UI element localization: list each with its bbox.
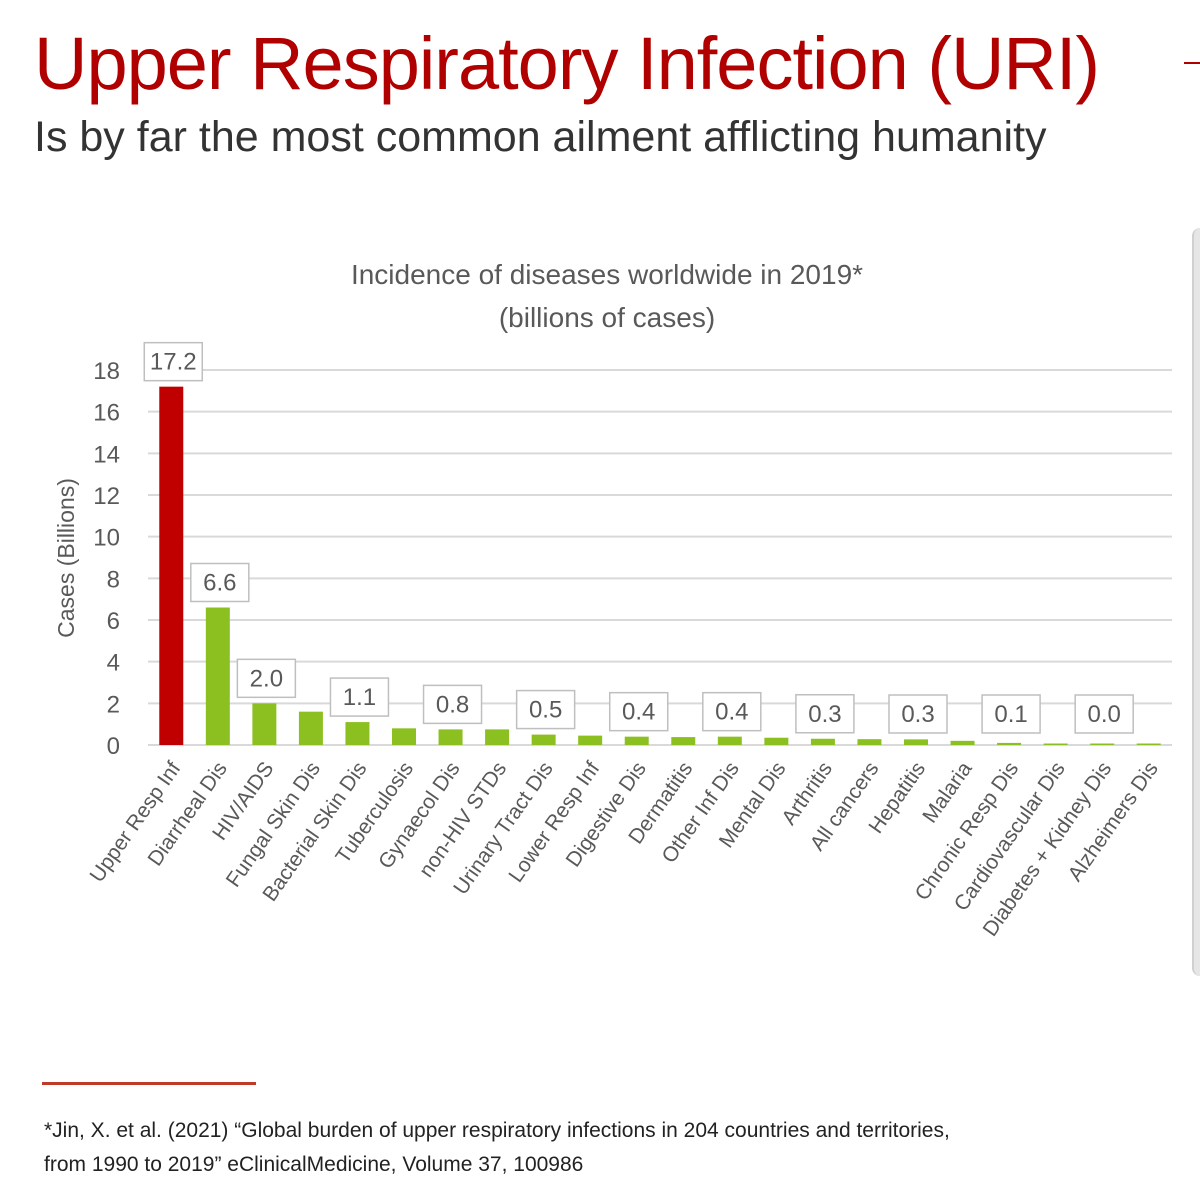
bar-2: [252, 703, 277, 745]
bar-20: [1090, 743, 1115, 745]
chart-title: Incidence of diseases worldwide in 2019*: [351, 259, 863, 290]
bar-18: [997, 742, 1022, 745]
data-label-box: [143, 341, 204, 382]
data-label: 6.6: [190, 562, 250, 603]
data-label: 0.0: [1074, 694, 1134, 734]
data-label-text: 1.1: [343, 684, 376, 711]
data-label-box: [795, 694, 855, 734]
bar-0: [159, 386, 184, 745]
slide-title: Upper Respiratory Infection (URI): [34, 22, 1100, 105]
bar-8: [531, 734, 556, 745]
data-label: 17.2: [143, 341, 204, 382]
footnote-rule: [42, 1082, 256, 1085]
data-label-text: 0.5: [529, 697, 562, 724]
footnote-line-1: *Jin, X. et al. (2021) “Global burden of…: [44, 1119, 950, 1142]
data-label-text: 6.6: [203, 570, 236, 597]
bar-15: [857, 739, 882, 745]
slide-subtitle: Is by far the most common ailment afflic…: [34, 113, 1047, 161]
data-label: 0.1: [981, 694, 1041, 734]
y-tick-label: 2: [107, 691, 120, 718]
y-tick-label: 8: [107, 566, 120, 593]
bars: [159, 386, 1161, 745]
bar-14: [810, 738, 835, 745]
data-label: 2.0: [236, 658, 297, 699]
data-label-text: 0.0: [1087, 701, 1120, 728]
data-label-box: [1074, 694, 1134, 734]
bar-11: [671, 737, 696, 745]
data-label-box: [981, 694, 1041, 734]
data-label: 0.3: [795, 694, 855, 734]
footnote-line-2: from 1990 to 2019” eClinicalMedicine, Vo…: [44, 1153, 584, 1176]
data-label-text: 2.0: [250, 665, 283, 692]
y-tick-label: 4: [107, 650, 120, 677]
data-label-box: [515, 689, 576, 730]
y-tick-label: 16: [93, 400, 120, 427]
data-label: 1.1: [329, 677, 390, 717]
side-panel-edge: [1192, 228, 1200, 976]
y-tick-label: 14: [93, 441, 120, 468]
data-label: 0.5: [515, 689, 576, 730]
bar-16: [904, 739, 928, 745]
bar-9: [578, 735, 603, 745]
bar-4: [345, 722, 370, 745]
data-label-text: 0.8: [436, 691, 469, 718]
bar-17: [950, 740, 975, 745]
data-labels: 17.2 6.6 2.0 1.1 0.8 0.5 0.4 0.4 0.3 0.3 0.1 0.0: [143, 341, 1134, 734]
bar-21: [1136, 743, 1161, 745]
bar-13: [764, 737, 789, 745]
data-label-text: 17.2: [150, 349, 197, 376]
bar-chart: Incidence of diseases worldwide in 2019*…: [53, 259, 1172, 941]
bar-10: [624, 736, 649, 745]
bar-1: [205, 607, 230, 745]
bar-12: [717, 736, 742, 745]
data-label-text: 0.4: [715, 699, 748, 726]
y-tick-label: 10: [93, 525, 120, 552]
data-label-box: [608, 691, 669, 732]
data-label-box: [422, 684, 483, 725]
bar-3: [298, 711, 323, 745]
y-tick-label: 0: [107, 733, 120, 760]
data-label-text: 0.3: [901, 701, 934, 728]
data-label-box: [702, 691, 762, 732]
chart-subtitle: (billions of cases): [499, 302, 715, 333]
data-label-box: [329, 677, 390, 717]
bar-19: [1043, 743, 1068, 745]
data-label-text: 0.1: [994, 701, 1027, 728]
y-tick-label: 18: [93, 358, 120, 385]
y-tick-labels: 0 2 4 6 8 10 12 14 16 18: [93, 358, 120, 760]
bar-7: [485, 729, 510, 745]
data-label-box: [236, 658, 297, 699]
y-tick-label: 6: [107, 608, 120, 635]
y-tick-label: 12: [93, 483, 120, 510]
y-axis-label: Cases (Billions): [53, 478, 79, 638]
data-label-text: 0.3: [808, 701, 841, 728]
data-label-text: 0.4: [622, 699, 655, 726]
title-rule: [1184, 62, 1200, 64]
bar-5: [392, 728, 416, 745]
data-label: 0.8: [422, 684, 483, 725]
data-label: 0.4: [702, 691, 762, 732]
data-label-box: [888, 694, 948, 734]
data-label: 0.3: [888, 694, 948, 734]
data-label: 0.4: [608, 691, 669, 732]
bar-6: [438, 729, 463, 745]
gridlines: [148, 369, 1172, 746]
footnote: *Jin, X. et al. (2021) “Global burden of…: [44, 1114, 1164, 1182]
data-label-box: [190, 562, 250, 603]
